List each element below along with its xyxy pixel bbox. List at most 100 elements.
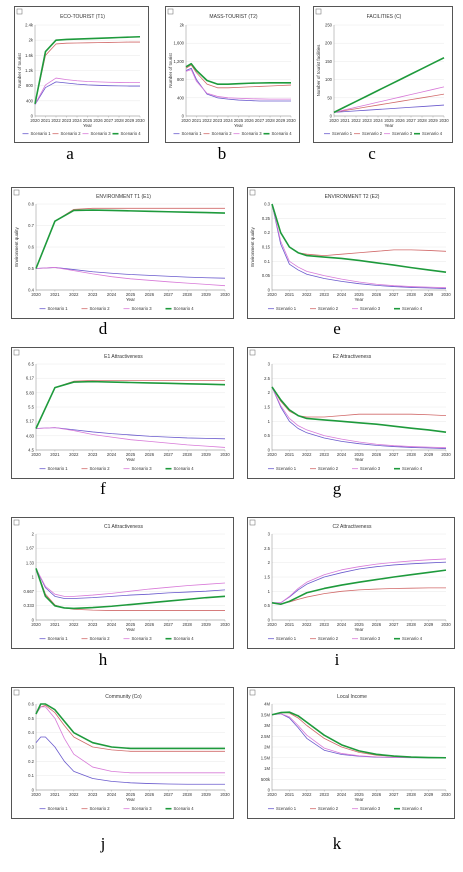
legend-entry: Scenario 2 xyxy=(318,466,339,471)
legend-entry: Scenario 4 xyxy=(174,466,195,471)
y-tick-label: 1.67 xyxy=(26,546,35,551)
y-tick-label: 0.5 xyxy=(264,603,270,608)
series-line-2 xyxy=(271,386,447,418)
x-tick-label: 2022 xyxy=(302,452,312,457)
x-tick-label: 2021 xyxy=(41,118,51,123)
x-tick-label: 2029 xyxy=(201,792,211,797)
legend-entry: Scenario 1 xyxy=(332,131,353,136)
legend-entry: Scenario 3 xyxy=(132,466,153,471)
x-tick-label: 2022 xyxy=(302,792,312,797)
panel-corner-icon xyxy=(16,8,23,15)
x-tick-label: 2025 xyxy=(354,792,364,797)
legend-entry: Scenario 2 xyxy=(90,466,111,471)
legend-entry: Scenario 2 xyxy=(318,806,339,811)
chart-title: E2 Attractiveness xyxy=(333,354,372,360)
legend-entry: Scenario 2 xyxy=(90,306,111,311)
panel-corner-icon xyxy=(249,519,256,526)
y-tick-label: 500k xyxy=(261,777,271,782)
x-tick-label: 2030 xyxy=(220,792,230,797)
y-axis-label: Number of tourist facilities xyxy=(316,44,321,97)
y-tick-label: 2k xyxy=(180,23,185,28)
x-tick-label: 2024 xyxy=(72,118,82,123)
chart-svg-a: ECO-TOURIST (T1) 0 400 800 1.2k 1.6k 2k 2.4k 202… xyxy=(16,8,145,136)
y-tick-label: 1.33 xyxy=(26,560,35,565)
series-line-1 xyxy=(333,104,445,113)
legend-entry: Scenario 4 xyxy=(272,131,293,136)
y-tick-label: 0 xyxy=(268,788,271,793)
x-tick-label: 2027 xyxy=(164,292,174,297)
chart-panel-h: C1 Attractiveness 0 0.333 0.667 1 1.33 1.67 2 20… xyxy=(11,517,234,649)
legend-entry: Scenario 3 xyxy=(360,466,381,471)
x-tick-label: 2025 xyxy=(83,118,93,123)
chart-panel-d: ENVIRONMENT T1 (E1) 0.4 0.5 0.6 0.7 0.8 2020 20… xyxy=(11,187,234,319)
y-tick-label: 0 xyxy=(268,288,271,293)
x-tick-label: 2024 xyxy=(373,118,383,123)
x-tick-label: 2026 xyxy=(145,622,155,627)
y-tick-label: 1 xyxy=(268,589,271,594)
y-tick-label: 0.05 xyxy=(262,273,271,278)
x-tick-label: 2027 xyxy=(164,452,174,457)
series-line-3 xyxy=(272,558,447,604)
x-tick-label: 2023 xyxy=(62,118,72,123)
x-tick-label: 2028 xyxy=(183,622,193,627)
legend-entry: Scenario 1 xyxy=(48,806,69,811)
x-tick-label: 2020 xyxy=(31,792,41,797)
x-tick-label: 2025 xyxy=(234,118,244,123)
series-line-2 xyxy=(34,41,140,104)
chart-panel-i: C2 Attractiveness 0 0.5 1 1.5 2 2.5 3 2020 2021 20… xyxy=(247,517,455,649)
x-tick-label: 2028 xyxy=(417,118,427,123)
x-tick-label: 2027 xyxy=(255,118,265,123)
series-line-4 xyxy=(35,380,226,429)
x-axis-label: Year xyxy=(354,457,364,462)
x-tick-label: 2029 xyxy=(428,118,438,123)
x-tick-label: 2023 xyxy=(320,452,330,457)
y-tick-label: 0.5 xyxy=(28,716,34,721)
legend-entry: Scenario 3 xyxy=(360,636,381,641)
x-tick-label: 2025 xyxy=(126,452,136,457)
x-tick-label: 2022 xyxy=(69,792,79,797)
series-line-3 xyxy=(185,69,291,100)
x-tick-label: 2020 xyxy=(267,622,277,627)
y-axis-label: Environment quality xyxy=(14,226,19,266)
y-tick-label: 2.4k xyxy=(25,23,34,28)
x-tick-label: 2026 xyxy=(372,792,382,797)
y-tick-label: 2 xyxy=(32,532,35,537)
y-tick-label: 150 xyxy=(325,59,333,64)
y-tick-label: 3 xyxy=(268,362,271,367)
x-tick-label: 2026 xyxy=(395,118,405,123)
x-tick-label: 2027 xyxy=(406,118,416,123)
x-tick-label: 2020 xyxy=(30,118,40,123)
x-tick-label: 2020 xyxy=(267,792,277,797)
x-tick-label: 2028 xyxy=(407,452,417,457)
x-tick-label: 2023 xyxy=(88,622,98,627)
x-tick-label: 2030 xyxy=(439,118,449,123)
panel-label-c: c xyxy=(368,144,376,163)
x-tick-label: 2030 xyxy=(135,118,145,123)
x-tick-label: 2026 xyxy=(244,118,254,123)
legend-entry: Scenario 3 xyxy=(132,306,153,311)
x-tick-label: 2023 xyxy=(362,118,372,123)
legend-entry: Scenario 4 xyxy=(422,131,443,136)
y-tick-label: 1,600 xyxy=(174,41,185,46)
series-line-4 xyxy=(271,386,447,434)
chart-title: ENVIRONMENT T2 (E2) xyxy=(325,194,380,200)
y-tick-label: 3 xyxy=(268,532,271,537)
y-tick-label: 800 xyxy=(26,83,34,88)
x-tick-label: 2023 xyxy=(88,292,98,297)
x-tick-label: 2030 xyxy=(441,452,451,457)
x-tick-label: 2024 xyxy=(337,292,347,297)
panel-label-b: b xyxy=(217,144,227,163)
legend-entry: Scenario 4 xyxy=(402,636,423,641)
legend-entry: Scenario 2 xyxy=(318,636,339,641)
x-axis-label: Year xyxy=(384,123,394,128)
y-axis-label: Number of tourist xyxy=(17,52,22,87)
legend-entry: Scenario 4 xyxy=(402,806,423,811)
chart-title: Local Income xyxy=(337,694,367,700)
x-tick-label: 2026 xyxy=(372,452,382,457)
legend-entry: Scenario 3 xyxy=(360,806,381,811)
legend-entry: Scenario 2 xyxy=(90,636,111,641)
y-tick-label: 2.5 xyxy=(264,546,270,551)
series-line-1 xyxy=(35,267,226,279)
x-tick-label: 2020 xyxy=(31,452,41,457)
panel-corner-icon xyxy=(249,689,256,696)
